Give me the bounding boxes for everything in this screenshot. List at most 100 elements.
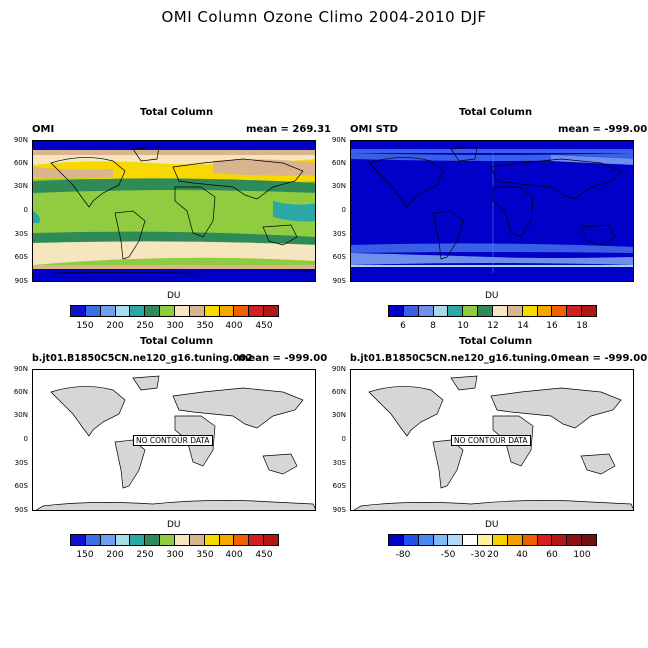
panel-2-colorbar-swatch <box>403 306 419 316</box>
panel-1-colorbar-swatch <box>130 306 146 316</box>
panel-4-colorbar-swatch <box>567 535 583 545</box>
panel-2-colorbar-swatch <box>448 306 464 316</box>
panel-2-cb-label: 10 <box>457 321 469 331</box>
panel-3-colorbar-swatch <box>204 535 220 545</box>
panel-3-colorbar-swatch <box>264 535 279 545</box>
panel-2-cb-label: 18 <box>576 321 588 331</box>
panel-1-lat-90s: 90S <box>14 277 28 285</box>
panel-3-mean-label: mean = -999.00 <box>238 353 328 364</box>
panel-1-colorbar-swatch <box>115 306 131 316</box>
panel-4-colorbar-swatch <box>537 535 553 545</box>
panel-1-colorbar-swatch <box>145 306 161 316</box>
panel-4-colorbar-swatch <box>448 535 464 545</box>
panel-2-left-label: OMI STD <box>350 124 398 135</box>
panel-3-colorbar-swatch <box>160 535 176 545</box>
panel-2-colorbar-swatch <box>493 306 508 316</box>
panel-2-center-title: Total Column <box>459 107 533 118</box>
panel-1-colorbar-title: DU <box>167 291 181 301</box>
panel-1-cb-label: 350 <box>196 321 214 331</box>
panel-3-colorbar-swatch <box>71 535 86 545</box>
panel-4-colorbar-swatch <box>493 535 508 545</box>
panel-3-colorbar-swatch <box>249 535 265 545</box>
panel-1-left-label: OMI <box>32 124 55 135</box>
panel-2-mean-label: mean = -999.00 <box>558 124 648 135</box>
panel-4-colorbar-swatch <box>478 535 494 545</box>
panel-1-lat-eq: 0 <box>23 206 28 214</box>
panel-3-map: NO CONTOUR DATA <box>32 369 316 511</box>
panel-2-colorbar-swatch <box>552 306 568 316</box>
panel-2-lat-60s: 60S <box>332 253 346 261</box>
panel-1-lat-60n: 60N <box>13 159 28 167</box>
panel-1-mean-label: mean = 269.31 <box>246 124 331 135</box>
panel-4-lat-eq: 0 <box>341 435 346 443</box>
panel-3-colorbar-swatch <box>189 535 205 545</box>
panel-2-cb-label: 16 <box>546 321 558 331</box>
panel-3-lat-30n: 30N <box>13 411 28 419</box>
panel-1-map-svg <box>33 141 315 281</box>
panel-4-lat-60n: 60N <box>331 388 346 396</box>
page-title: OMI Column Ozone Climo 2004-2010 DJF <box>161 8 487 26</box>
panel-1-cb-label: 400 <box>225 321 243 331</box>
panel-3-cb-label: 400 <box>225 550 243 560</box>
panel-3-lat-90n: 90N <box>13 365 28 373</box>
panel-4-colorbar-swatch <box>403 535 419 545</box>
panel-4-mean-label: mean = -999.00 <box>558 353 648 364</box>
panel-1-colorbar-swatch <box>249 306 265 316</box>
panel-4-lat-90s: 90S <box>332 506 346 514</box>
panel-3-colorbar-swatch <box>115 535 131 545</box>
panel-2-cb-label: 12 <box>487 321 499 331</box>
panel-2-colorbar-swatch <box>433 306 449 316</box>
panel-1-lat-90n: 90N <box>13 136 28 144</box>
panel-1-colorbar-swatch <box>204 306 220 316</box>
panel-4-cb-label: 100 <box>573 550 591 560</box>
panel-2-colorbar-swatch <box>478 306 494 316</box>
panel-4-land <box>353 375 633 510</box>
panel-4-colorbar-swatch <box>433 535 449 545</box>
panel-2-colorbar <box>388 305 597 317</box>
panel-1-cb-label: 300 <box>166 321 184 331</box>
panel-3-lat-60n: 60N <box>13 388 28 396</box>
panel-3-lat-eq: 0 <box>23 435 28 443</box>
panel-4-no-contour-label: NO CONTOUR DATA <box>451 435 531 446</box>
panel-2-colorbar-swatch <box>389 306 404 316</box>
panel-2-lat-30n: 30N <box>331 182 346 190</box>
panel-2-lat-eq: 0 <box>341 206 346 214</box>
panel-4-lat-60s: 60S <box>332 482 346 490</box>
panel-4-cb-label: 40 <box>516 550 528 560</box>
panel-3-cb-label: 450 <box>255 550 273 560</box>
panel-4-cb-label: -30 <box>470 550 486 560</box>
panel-1-coastlines <box>50 146 314 274</box>
panel-1-colorbar-swatch <box>160 306 176 316</box>
panel-3-cb-label: 200 <box>106 550 124 560</box>
panel-2-lat-90s: 90S <box>332 277 346 285</box>
panel-3-land <box>35 375 315 510</box>
panel-3-cb-label: 350 <box>196 550 214 560</box>
panel-4-colorbar <box>388 534 597 546</box>
panel-3-no-contour-label: NO CONTOUR DATA <box>133 435 213 446</box>
panel-4-colorbar-swatch <box>389 535 404 545</box>
panel-4-colorbar-swatch <box>463 535 479 545</box>
panel-4-cb-label: 60 <box>546 550 558 560</box>
panel-1-cb-label: 450 <box>255 321 273 331</box>
panel-3-left-label: b.jt01.B1850C5CN.ne120_g16.tuning.002 <box>32 353 253 364</box>
panel-3-lat-60s: 60S <box>14 482 28 490</box>
panel-1-colorbar-swatch <box>100 306 116 316</box>
panel-2-colorbar-swatch <box>418 306 434 316</box>
panel-1-colorbar-swatch <box>85 306 101 316</box>
panel-4-colorbar-swatch <box>507 535 523 545</box>
panel-4-lat-90n: 90N <box>331 365 346 373</box>
panel-2-coastlines <box>368 146 622 260</box>
panel-3-colorbar-swatch <box>175 535 190 545</box>
panel-1-colorbar-swatch <box>234 306 250 316</box>
panel-3-colorbar <box>70 534 279 546</box>
panel-1-colorbar-swatch <box>219 306 235 316</box>
panel-1-map <box>32 140 316 282</box>
panel-3-cb-label: 150 <box>76 550 94 560</box>
panel-4-colorbar-swatch <box>418 535 434 545</box>
panel-2-cb-label: 14 <box>517 321 529 331</box>
panel-2-map <box>350 140 634 282</box>
panel-1-cb-label: 150 <box>76 321 94 331</box>
panel-4-cb-label: -50 <box>440 550 456 560</box>
panel-4-colorbar-title: DU <box>485 520 499 530</box>
panel-3-colorbar-swatch <box>130 535 146 545</box>
